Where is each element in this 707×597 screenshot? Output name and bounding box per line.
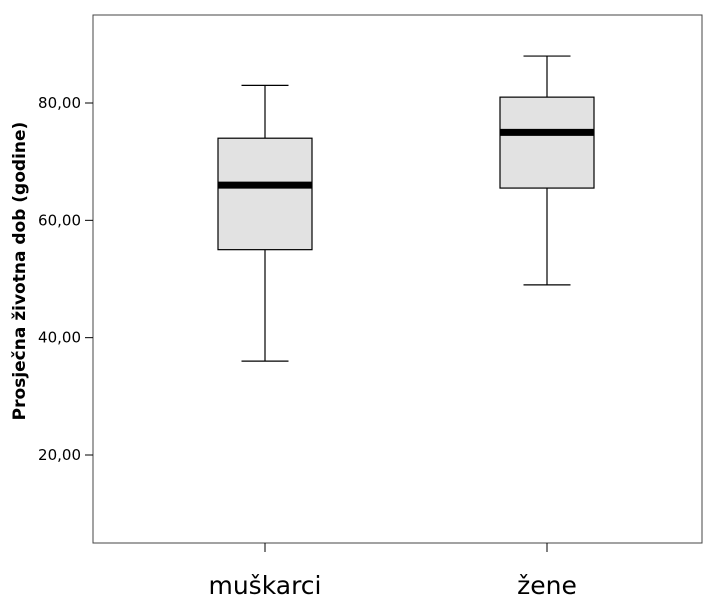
y-tick-label: 20,00 [38, 446, 81, 464]
box-series [217, 55, 595, 362]
y-tick-label: 40,00 [38, 329, 81, 347]
box-group [217, 84, 313, 362]
y-tick-label: 60,00 [38, 211, 81, 229]
x-tick-label: muškarci [208, 571, 321, 597]
x-axis-ticks: muškarci žene [208, 543, 577, 597]
iqr-box [499, 96, 595, 189]
y-tick-label: 80,00 [38, 94, 81, 112]
x-tick-label: žene [517, 571, 577, 597]
y-axis-ticks: 20,00 40,00 60,00 80,00 [38, 94, 93, 464]
plot-frame [92, 14, 703, 544]
box-group [499, 55, 595, 286]
y-axis-label: Prosječna životna dob (godine) [10, 122, 30, 421]
iqr-box [217, 137, 313, 251]
